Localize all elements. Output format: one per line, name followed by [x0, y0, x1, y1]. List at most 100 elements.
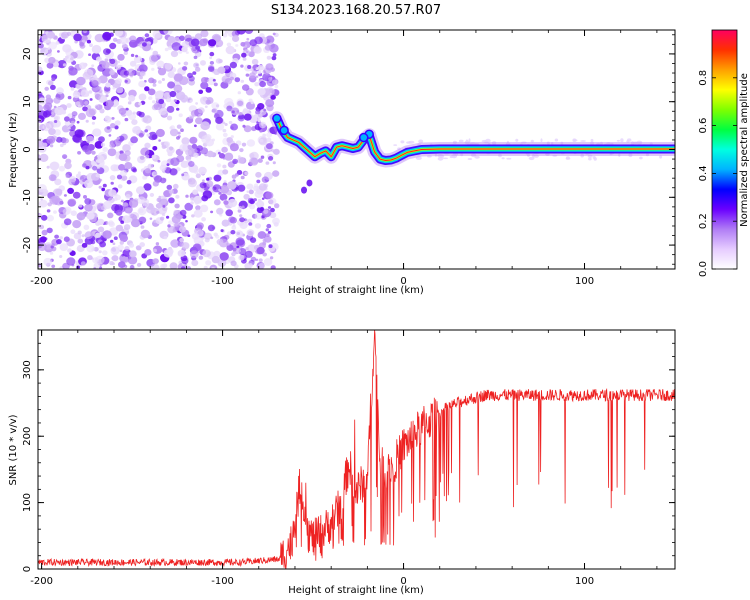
noise-blob — [43, 257, 53, 266]
noise-blob — [254, 82, 260, 87]
noise-blob — [84, 231, 94, 240]
noise-blob — [245, 73, 250, 77]
noise-blob — [102, 183, 107, 188]
noise-blob — [178, 50, 183, 54]
noise-blob — [240, 42, 246, 47]
noise-blob — [79, 62, 87, 70]
noise-blob — [222, 128, 227, 133]
noise-blob — [48, 41, 57, 50]
noise-blob — [133, 198, 139, 203]
noise-blob — [98, 185, 102, 189]
noise-blob — [210, 210, 214, 214]
noise-blob — [540, 138, 543, 142]
noise-blob — [268, 197, 277, 205]
noise-blob — [151, 79, 157, 84]
noise-blob — [142, 205, 146, 209]
noise-blob — [253, 198, 257, 202]
noise-blob — [222, 33, 228, 38]
y-tick-label: 0 — [22, 146, 33, 152]
noise-blob — [229, 76, 234, 81]
noise-blob — [437, 157, 444, 161]
side-blob — [306, 179, 313, 187]
noise-blob — [197, 107, 205, 114]
noise-blob — [235, 44, 239, 47]
noise-blob — [220, 229, 224, 233]
noise-blob — [129, 35, 137, 43]
noise-blob — [458, 139, 464, 143]
noise-blob — [204, 232, 212, 240]
noise-blob — [218, 188, 222, 192]
noise-blob — [118, 107, 127, 115]
noise-blob — [144, 33, 150, 38]
noise-blob — [142, 115, 152, 124]
noise-blob — [232, 224, 236, 227]
noise-blob — [164, 62, 172, 70]
noise-blob — [99, 178, 103, 182]
noise-blob — [227, 198, 238, 208]
noise-blob — [38, 199, 48, 208]
noise-blob — [229, 61, 237, 69]
noise-blob — [272, 170, 280, 177]
snr-ylabel: SNR (10 * v/v) — [8, 414, 19, 485]
noise-blob — [66, 257, 76, 266]
snr-series-line — [38, 330, 675, 569]
noise-blob — [196, 229, 204, 237]
noise-blob — [129, 60, 137, 67]
noise-blob — [152, 146, 158, 151]
snr-plot-area — [38, 330, 675, 569]
noise-blob — [232, 158, 239, 164]
noise-blob — [165, 97, 172, 103]
noise-blob — [206, 150, 214, 158]
noise-blob — [241, 142, 247, 147]
noise-blob — [167, 81, 176, 89]
noise-blob — [111, 256, 115, 260]
noise-blob — [62, 44, 72, 53]
noise-blob — [246, 190, 250, 193]
noise-blob — [215, 122, 225, 131]
noise-blob — [259, 81, 266, 88]
noise-blob — [257, 88, 266, 96]
noise-blob — [53, 105, 57, 109]
noise-blob — [271, 79, 278, 85]
noise-blob — [84, 203, 93, 212]
noise-blob — [49, 144, 54, 148]
noise-blob — [98, 86, 102, 90]
noise-blob — [227, 181, 237, 190]
noise-blob — [263, 209, 269, 215]
noise-blob — [190, 38, 200, 47]
noise-blob — [195, 205, 201, 211]
noise-blob — [78, 112, 86, 120]
noise-blob — [213, 250, 221, 257]
noise-blob — [117, 184, 123, 189]
noise-blob — [268, 156, 274, 161]
noise-blob — [44, 102, 53, 110]
noise-blob — [259, 129, 263, 133]
noise-blob — [237, 156, 245, 164]
noise-blob — [138, 102, 142, 106]
noise-blob — [157, 68, 167, 76]
noise-blob — [105, 82, 111, 88]
noise-blob — [86, 39, 91, 44]
noise-blob — [190, 197, 195, 202]
noise-blob — [85, 135, 95, 144]
noise-blob — [235, 237, 245, 246]
noise-blob — [138, 208, 144, 214]
noise-blob — [176, 124, 182, 129]
noise-blob — [240, 175, 245, 180]
noise-blob — [173, 209, 179, 215]
noise-blob — [198, 89, 204, 95]
noise-blob — [63, 156, 66, 159]
noise-blob — [138, 216, 147, 224]
noise-blob — [258, 258, 263, 263]
noise-blob — [137, 196, 146, 204]
noise-blob — [91, 84, 101, 93]
noise-blob — [240, 64, 244, 68]
noise-blob — [119, 240, 125, 245]
noise-blob — [226, 105, 233, 112]
noise-blob — [262, 252, 268, 257]
noise-blob — [193, 152, 199, 158]
noise-blob — [230, 107, 240, 116]
noise-blob — [46, 135, 56, 145]
noise-blob — [206, 180, 214, 188]
noise-blob — [156, 210, 160, 214]
